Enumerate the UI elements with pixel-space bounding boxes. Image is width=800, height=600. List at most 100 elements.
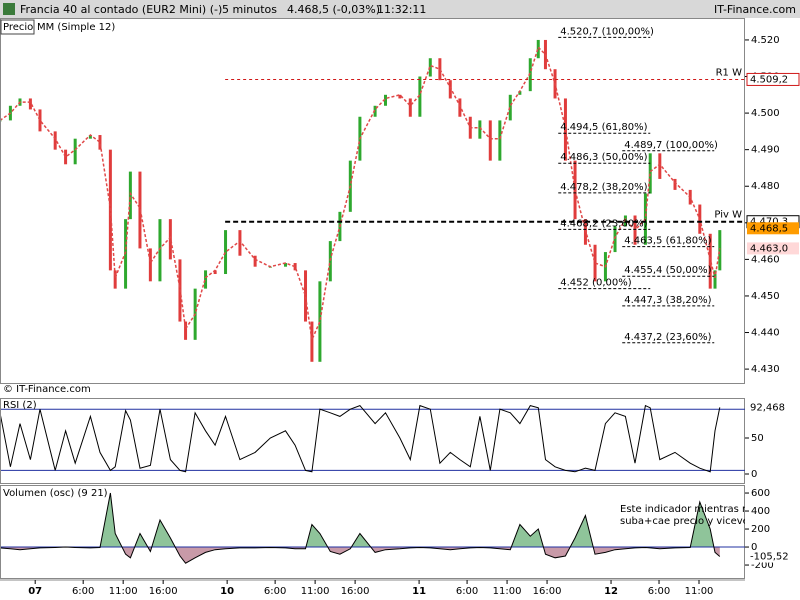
x-tick-label: 16:00 — [533, 586, 562, 597]
fib-label: 4.478,2 (38,20%) — [560, 182, 647, 193]
quote: 4.468,5 (-0,03%) — [287, 3, 380, 16]
candle — [88, 135, 92, 139]
y-tick-label: 4.440 — [751, 328, 780, 339]
x-tick-label: 6:00 — [264, 586, 286, 597]
pivot-name: R1 W — [716, 67, 742, 78]
interval: 5 minutos — [222, 3, 277, 16]
candle — [284, 263, 288, 267]
candle — [148, 248, 152, 282]
candle — [168, 219, 172, 260]
candle — [498, 120, 502, 161]
value-box-label: 4.468,5 — [750, 223, 788, 234]
candle — [253, 255, 257, 267]
fib-label: 4.455,4 (50,00%) — [624, 265, 711, 276]
rsi-line — [1, 404, 721, 473]
candle — [28, 98, 32, 110]
fib-label: 4.520,7 (100,00%) — [560, 26, 654, 37]
fib-label: 4.437,2 (23,60%) — [624, 332, 711, 343]
candle — [408, 98, 412, 117]
candle — [213, 270, 217, 275]
moving-average — [1, 45, 721, 343]
fib-label: 4.452 (0,00%) — [560, 278, 631, 289]
fib-label: 4.447,3 (38,20%) — [624, 295, 711, 306]
candle — [224, 230, 228, 275]
candle — [238, 230, 242, 256]
plot-area: 4.520,7 (100,00%) 4.494,5 (61,80%) 4.486,3… — [1, 26, 722, 362]
panel-title: RSI (2) — [3, 400, 37, 411]
brand: IT-Finance.com — [714, 3, 796, 16]
pivot-name: Piv W — [714, 210, 742, 221]
fib-label: 4.468,2 (23,60%) — [560, 218, 647, 229]
y-tick-label: 4.460 — [751, 254, 780, 265]
candle — [373, 105, 377, 117]
value-box-label: 4.470,3 — [750, 217, 788, 228]
y-tick-label: -200 — [751, 560, 774, 571]
candle — [648, 153, 652, 194]
area-negative — [1, 547, 720, 564]
candle — [318, 281, 322, 362]
candle — [64, 149, 68, 165]
candle — [536, 39, 540, 59]
candle — [528, 58, 532, 92]
candle — [1, 120, 2, 122]
x-tick-label: 10 — [220, 586, 234, 597]
area-positive — [64, 493, 714, 548]
header-bar — [0, 0, 800, 18]
y-tick-label: 4.520 — [751, 35, 780, 46]
x-tick-label: 12 — [604, 586, 618, 597]
candle — [713, 270, 717, 289]
candle — [418, 76, 422, 117]
x-tick-label: 11 — [412, 586, 426, 597]
legend-entry: Precio — [3, 22, 33, 33]
candle — [518, 91, 522, 95]
candle — [613, 226, 617, 253]
value-box — [747, 242, 799, 255]
value-box-label: 92,468 — [750, 402, 785, 413]
candle — [158, 219, 162, 282]
candle — [113, 270, 117, 289]
indicator-note: Este indicador mientras m — [620, 504, 752, 515]
candle — [673, 178, 677, 190]
x-tick-label: 16:00 — [149, 586, 178, 597]
x-tick-label: 11:00 — [493, 586, 522, 597]
x-tick-label: 11:00 — [109, 586, 138, 597]
plot-area — [1, 404, 745, 473]
x-tick-label: 11:00 — [301, 586, 330, 597]
y-tick-label: 4.450 — [751, 291, 780, 302]
price-panel — [0, 18, 745, 384]
y-tick-label: 400 — [751, 506, 770, 517]
candle — [38, 109, 42, 132]
y-tick-label: 4.480 — [751, 181, 780, 192]
candle — [304, 270, 308, 322]
candle — [73, 138, 77, 165]
fib-label: 4.463,5 (61,80%) — [624, 236, 711, 247]
fib-label: 4.494,5 (61,80%) — [560, 122, 647, 133]
candle — [658, 153, 662, 179]
y-tick-label: 200 — [751, 524, 770, 535]
value-box-label: 4.463,0 — [750, 243, 788, 254]
y-tick-label: 4.430 — [751, 364, 780, 375]
x-tick-label: 6:00 — [648, 586, 670, 597]
rsi-panel — [0, 398, 745, 484]
app-icon — [3, 3, 15, 15]
x-tick-label: 16:00 — [341, 586, 370, 597]
candle — [128, 171, 132, 220]
x-tick-label: 6:00 — [72, 586, 94, 597]
candle — [593, 244, 597, 282]
x-tick-label: 07 — [28, 586, 42, 597]
value-box — [747, 401, 799, 414]
value-box — [747, 550, 799, 563]
time: 11:32:11 — [377, 3, 426, 16]
oscillator-line — [1, 492, 721, 564]
value-box-label: -105,52 — [750, 552, 789, 563]
indicator-note: suba+cae precio y vicever — [620, 516, 754, 527]
candle — [438, 58, 442, 81]
candle — [310, 321, 314, 362]
candle — [398, 94, 402, 99]
candle — [204, 270, 208, 289]
y-tick-label: 50 — [751, 433, 764, 444]
candle — [478, 120, 482, 139]
volume-panel — [0, 485, 745, 579]
